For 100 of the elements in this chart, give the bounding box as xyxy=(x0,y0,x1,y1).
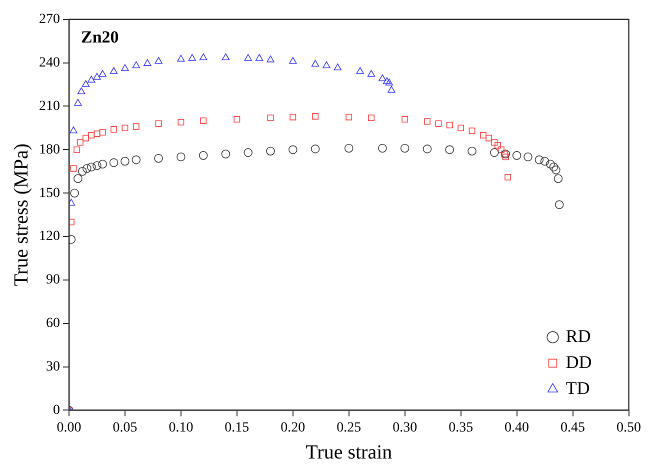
point xyxy=(121,64,129,72)
point xyxy=(221,150,230,158)
y-tick-label: 120 xyxy=(39,229,60,244)
x-tick-label: 0.15 xyxy=(224,420,250,436)
point xyxy=(69,218,74,226)
point xyxy=(69,198,76,206)
point xyxy=(178,118,184,126)
y-axis-title: True stress (MPa) xyxy=(10,143,32,286)
point xyxy=(378,74,386,82)
point xyxy=(549,162,558,172)
point xyxy=(310,144,320,154)
point xyxy=(267,114,274,122)
point xyxy=(144,59,152,66)
point xyxy=(402,116,408,122)
point xyxy=(88,76,96,83)
x-tick-label: 0.40 xyxy=(504,420,530,436)
point xyxy=(110,126,118,133)
point xyxy=(490,148,499,157)
point xyxy=(94,130,100,137)
point xyxy=(504,174,512,180)
point xyxy=(120,156,130,166)
point xyxy=(82,134,90,142)
point xyxy=(498,146,504,153)
point xyxy=(199,53,208,60)
point xyxy=(74,174,82,184)
point xyxy=(74,146,80,153)
point xyxy=(468,128,476,134)
y-tick-label: 90 xyxy=(46,272,60,288)
point xyxy=(486,134,492,142)
point xyxy=(244,148,253,157)
point xyxy=(200,117,207,124)
x-tick-label: 0.35 xyxy=(448,420,474,436)
point xyxy=(491,139,498,146)
point xyxy=(99,129,106,136)
point xyxy=(188,54,196,61)
point xyxy=(266,146,275,156)
point xyxy=(400,144,410,153)
point xyxy=(132,155,141,164)
x-tick-label: 0.50 xyxy=(616,420,641,436)
point xyxy=(70,165,77,172)
y-tick-label: 270 xyxy=(39,12,60,28)
point xyxy=(367,70,376,77)
y-tick-label: 0 xyxy=(53,402,60,418)
point xyxy=(288,145,298,154)
x-tick-label: 0.05 xyxy=(112,420,138,436)
point xyxy=(70,188,79,198)
point xyxy=(424,118,430,125)
y-tick-label: 30 xyxy=(46,359,60,374)
point xyxy=(346,114,352,120)
y-tick-label: 240 xyxy=(39,55,60,70)
point xyxy=(554,174,563,184)
point xyxy=(266,56,274,62)
x-tick-label: 0.45 xyxy=(560,420,586,436)
point xyxy=(82,164,92,173)
point xyxy=(93,72,101,80)
point xyxy=(132,61,140,68)
x-axis-title: True strain xyxy=(306,441,392,464)
point xyxy=(110,67,118,74)
point xyxy=(74,98,82,106)
x-tick-label: 0.30 xyxy=(392,420,418,436)
point xyxy=(356,67,364,74)
legend-label: TD xyxy=(566,378,590,398)
point xyxy=(82,80,90,87)
point xyxy=(70,126,78,134)
point xyxy=(388,86,396,93)
point xyxy=(554,200,564,210)
point xyxy=(78,166,87,176)
point xyxy=(524,152,532,162)
annotation: Zn20 xyxy=(81,27,119,46)
point xyxy=(244,54,252,61)
point xyxy=(552,166,560,174)
point xyxy=(289,56,297,64)
point xyxy=(494,142,501,149)
point xyxy=(234,116,240,122)
point xyxy=(92,161,102,170)
y-tick-label: 60 xyxy=(46,316,60,332)
point xyxy=(534,155,544,164)
point xyxy=(98,70,106,77)
point xyxy=(76,139,84,146)
point xyxy=(385,78,394,86)
point xyxy=(435,120,442,127)
point xyxy=(176,152,186,162)
point xyxy=(368,114,374,122)
point xyxy=(512,151,522,160)
point xyxy=(155,120,162,127)
point xyxy=(546,160,555,169)
point xyxy=(86,162,96,172)
point xyxy=(98,160,107,169)
point xyxy=(540,156,550,166)
x-tick-label: 0.25 xyxy=(336,420,362,436)
point xyxy=(446,122,453,128)
point xyxy=(458,124,464,132)
x-tick-label: 0.10 xyxy=(168,420,194,436)
y-tick-label: 150 xyxy=(39,186,60,201)
y-tick-label: 210 xyxy=(39,98,60,114)
point xyxy=(177,54,185,62)
point xyxy=(132,123,140,130)
point xyxy=(222,53,230,60)
legend-label: RD xyxy=(566,326,591,346)
point xyxy=(383,77,391,84)
